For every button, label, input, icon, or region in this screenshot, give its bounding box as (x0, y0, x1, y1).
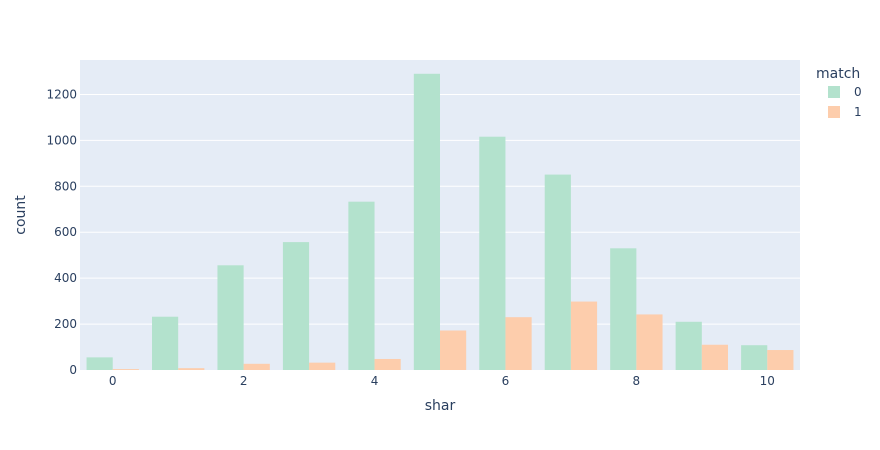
x-tick-label: 10 (760, 374, 775, 388)
bars (86, 73, 794, 371)
y-tick-labels: 0 200 400 600 800 1000 1200 (46, 87, 77, 377)
bar-series-0 (152, 316, 179, 370)
bar-series-0 (544, 174, 571, 370)
bar-series-1 (570, 301, 598, 370)
bar-series-0 (610, 248, 637, 370)
bar-series-0 (741, 345, 768, 370)
bar-series-0 (675, 321, 702, 370)
x-tick-label: 2 (240, 374, 248, 388)
bar-series-0 (86, 357, 113, 370)
legend-label: 0 (854, 85, 862, 99)
bar-series-1 (440, 330, 467, 370)
bar-series-1 (374, 358, 401, 370)
legend-swatch (828, 106, 840, 118)
x-tick-label: 6 (502, 374, 510, 388)
legend-label: 1 (854, 105, 862, 119)
y-tick-label: 600 (54, 225, 77, 239)
bar-series-1 (767, 350, 794, 370)
bar-series-1 (505, 317, 532, 370)
x-tick-label: 0 (109, 374, 117, 388)
bar-series-1 (636, 314, 663, 370)
y-axis-title: count (13, 195, 29, 235)
bar-series-0 (348, 201, 375, 370)
bar-series-1 (243, 363, 270, 370)
x-tick-labels: 0 2 4 6 8 10 (109, 374, 775, 388)
legend: match 0 1 (816, 66, 862, 119)
x-axis-title: shar (425, 398, 456, 414)
x-tick-label: 8 (633, 374, 641, 388)
bar-series-1 (112, 369, 139, 370)
y-tick-label: 1000 (46, 133, 77, 147)
bar-series-0 (282, 242, 310, 370)
y-tick-label: 0 (69, 363, 77, 377)
bar-series-0 (479, 136, 506, 370)
bar-series-1 (701, 344, 728, 370)
y-tick-label: 1200 (46, 87, 77, 101)
y-tick-label: 800 (54, 179, 77, 193)
bar-series-0 (217, 265, 244, 370)
legend-title: match (816, 66, 860, 82)
y-tick-label: 400 (54, 271, 77, 285)
bar-series-1 (309, 362, 336, 370)
bar-series-0 (413, 73, 440, 371)
x-tick-label: 4 (371, 374, 379, 388)
legend-swatch (828, 86, 840, 98)
y-tick-label: 200 (54, 317, 77, 331)
bar-series-1 (178, 368, 205, 370)
